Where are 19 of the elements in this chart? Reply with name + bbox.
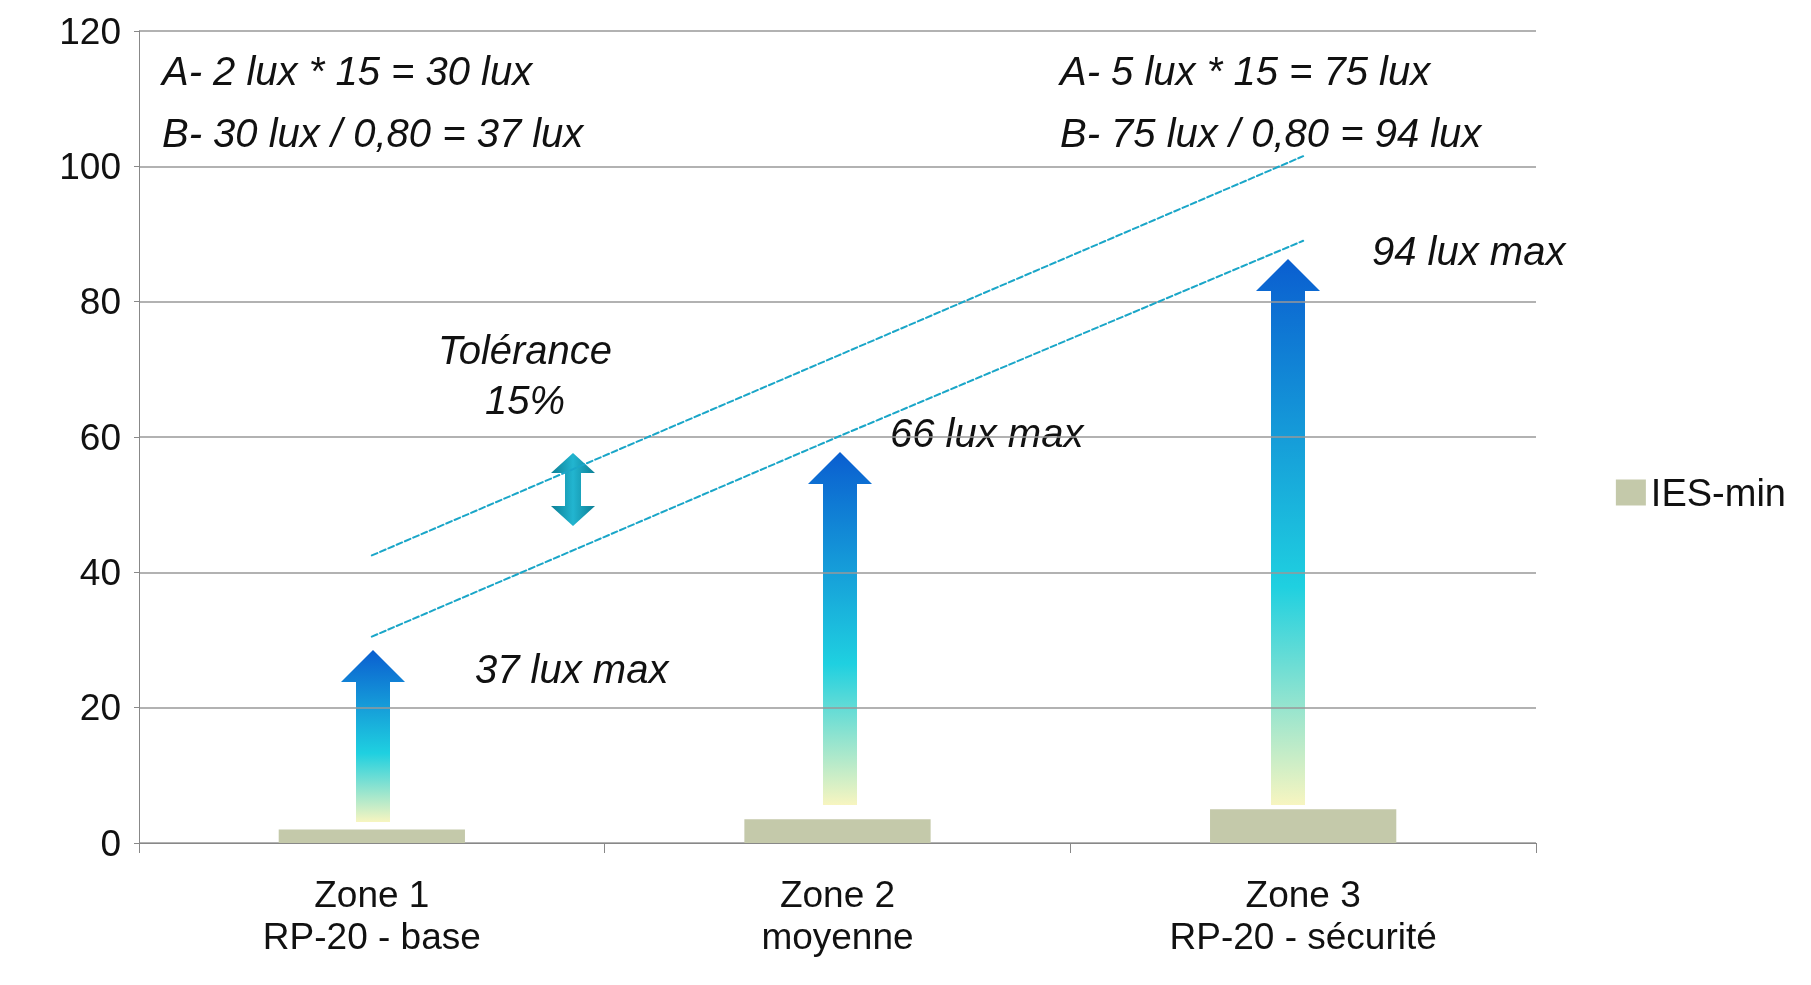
x-tick-label: Zone 2 moyenne [761,873,914,957]
y-tick-label: 80 [79,281,121,323]
annotation: Tolérance 15% [437,328,613,422]
y-tick-label: 60 [79,416,121,458]
y-tick-label: 100 [59,145,121,187]
x-tick-label: Zone 1 RP-20 - base [262,873,481,957]
annotation: 94 lux max [1372,229,1568,273]
annotation: A- 5 lux * 15 = 75 lux [1058,49,1433,93]
annotation: 37 lux max [475,647,671,691]
x-tick-label: Zone 3 RP-20 - sécurité [1169,873,1437,957]
y-tick-label: 0 [100,822,121,864]
y-tick-label: 20 [79,687,121,729]
legend-label: IES-min [1650,471,1787,514]
annotation: B- 75 lux / 0,80 = 94 lux [1060,111,1484,155]
annotation: 66 lux max [890,411,1086,455]
annotation: A- 2 lux * 15 = 30 lux [160,49,535,93]
y-tick-label: 120 [59,10,121,52]
y-tick-label: 40 [79,551,121,593]
annotation: B- 30 lux / 0,80 = 37 lux [162,111,586,155]
